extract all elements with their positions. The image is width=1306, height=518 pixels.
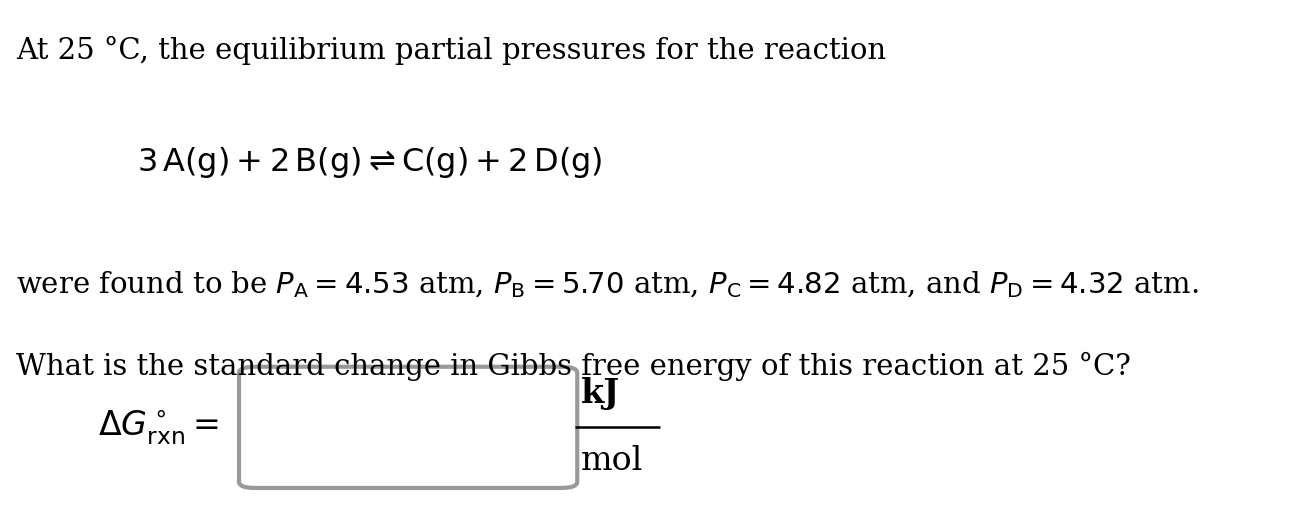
Text: At 25 °C, the equilibrium partial pressures for the reaction: At 25 °C, the equilibrium partial pressu… (16, 36, 885, 65)
Text: $3\,\mathrm{A(g)} + 2\,\mathrm{B(g)} \rightleftharpoons \mathrm{C(g)} + 2\,\math: $3\,\mathrm{A(g)} + 2\,\mathrm{B(g)} \ri… (137, 145, 603, 180)
Text: What is the standard change in Gibbs free energy of this reaction at 25 °C?: What is the standard change in Gibbs fre… (16, 352, 1131, 381)
Text: were found to be $P_\mathrm{A} = 4.53$ atm, $P_\mathrm{B} = 5.70$ atm, $P_\mathr: were found to be $P_\mathrm{A} = 4.53$ a… (16, 269, 1198, 300)
FancyBboxPatch shape (239, 367, 577, 488)
Text: kJ: kJ (581, 377, 620, 410)
Text: mol: mol (581, 445, 644, 477)
Text: $\Delta G^\circ_\mathrm{rxn} =$: $\Delta G^\circ_\mathrm{rxn} =$ (98, 408, 218, 447)
